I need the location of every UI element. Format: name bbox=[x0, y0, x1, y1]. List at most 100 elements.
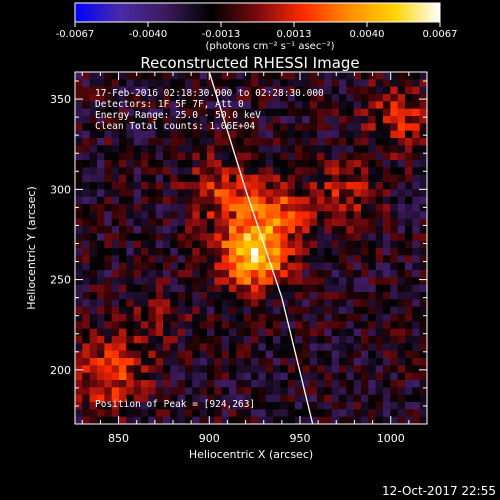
heatmap-cell bbox=[163, 123, 171, 132]
heatmap-cell bbox=[177, 284, 186, 293]
heatmap-cell bbox=[126, 394, 135, 403]
heatmap-cell bbox=[280, 336, 289, 344]
heatmap-cell bbox=[331, 204, 340, 212]
heatmap-cell bbox=[229, 262, 237, 271]
heatmap-cell bbox=[221, 72, 230, 80]
heatmap-cell bbox=[185, 174, 193, 183]
heatmap-cell bbox=[192, 130, 201, 139]
heatmap-cell bbox=[324, 101, 333, 110]
heatmap-cell bbox=[419, 174, 427, 183]
heatmap-cell bbox=[236, 86, 245, 95]
heatmap-cell bbox=[104, 314, 113, 322]
heatmap-cell bbox=[177, 262, 186, 271]
heatmap-cell bbox=[111, 255, 120, 264]
heatmap-cell bbox=[148, 94, 157, 102]
heatmap-cell bbox=[155, 101, 164, 110]
heatmap-cell bbox=[177, 365, 186, 374]
heatmap-cell bbox=[273, 409, 281, 418]
heatmap-cell bbox=[163, 394, 171, 403]
heatmap-cell bbox=[170, 86, 179, 95]
heatmap-cell bbox=[119, 233, 127, 242]
heatmap-cell bbox=[419, 328, 427, 337]
heatmap-cell bbox=[163, 116, 171, 124]
heatmap-cell bbox=[295, 211, 303, 220]
heatmap-cell bbox=[229, 86, 237, 95]
heatmap-cell bbox=[287, 167, 296, 176]
heatmap-cell bbox=[309, 314, 318, 322]
heatmap-cell bbox=[192, 116, 201, 124]
heatmap-cell bbox=[375, 270, 384, 278]
heatmap-cell bbox=[405, 328, 413, 337]
heatmap-cell bbox=[221, 306, 230, 315]
heatmap-cell bbox=[89, 196, 98, 205]
heatmap-cell bbox=[192, 292, 201, 300]
heatmap-cell bbox=[331, 416, 340, 424]
heatmap-cell bbox=[258, 167, 267, 176]
heatmap-cell bbox=[199, 409, 208, 418]
heatmap-cell bbox=[104, 167, 113, 176]
heatmap-cell bbox=[192, 372, 201, 381]
heatmap-cell bbox=[185, 409, 193, 418]
heatmap-cell bbox=[177, 211, 186, 220]
heatmap-cell bbox=[75, 306, 83, 315]
heatmap-cell bbox=[405, 130, 413, 139]
heatmap-cell bbox=[331, 123, 340, 132]
heatmap-cell bbox=[317, 284, 325, 293]
heatmap-cell bbox=[207, 233, 215, 242]
heatmap-cell bbox=[104, 138, 113, 146]
heatmap-cell bbox=[258, 196, 267, 205]
heatmap-cell bbox=[287, 211, 296, 220]
heatmap-cell bbox=[258, 86, 267, 95]
heatmap-cell bbox=[97, 101, 105, 110]
heatmap-cell bbox=[302, 402, 311, 410]
heatmap-cell bbox=[361, 182, 369, 190]
heatmap-cell bbox=[390, 94, 399, 102]
heatmap-cell bbox=[361, 350, 369, 359]
heatmap-cell bbox=[295, 79, 303, 88]
heatmap-cell bbox=[383, 182, 391, 190]
heatmap-cell bbox=[119, 402, 127, 410]
heatmap-cell bbox=[309, 116, 318, 124]
heatmap-cell bbox=[199, 277, 208, 286]
heatmap-cell bbox=[302, 255, 311, 264]
heatmap-cell bbox=[126, 174, 135, 183]
heatmap-cell bbox=[104, 409, 113, 418]
heatmap-cell bbox=[258, 358, 267, 366]
heatmap-cell bbox=[309, 138, 318, 146]
heatmap-cell bbox=[331, 152, 340, 161]
heatmap-cell bbox=[97, 358, 105, 366]
heatmap-cell bbox=[397, 233, 406, 242]
heatmap-cell bbox=[214, 336, 223, 344]
heatmap-cell bbox=[185, 380, 193, 388]
heatmap-cell bbox=[111, 101, 120, 110]
heatmap-cell bbox=[339, 226, 347, 234]
heatmap-cell bbox=[97, 387, 105, 396]
heatmap-cell bbox=[177, 123, 186, 132]
heatmap-cell bbox=[133, 416, 142, 424]
heatmap-cell bbox=[302, 138, 311, 146]
heatmap-cell bbox=[243, 350, 252, 359]
heatmap-cell bbox=[170, 116, 179, 124]
heatmap-cell bbox=[353, 94, 362, 102]
heatmap-cell bbox=[375, 416, 384, 424]
heatmap-cell bbox=[126, 204, 135, 212]
heatmap-cell bbox=[390, 365, 399, 374]
heatmap-cell bbox=[163, 306, 171, 315]
heatmap-cell bbox=[155, 123, 164, 132]
colorbar-ticks: -0.0067 -0.0040 -0.0013 0.0013 0.0040 0.0067 bbox=[56, 22, 458, 40]
heatmap-cell bbox=[141, 416, 149, 424]
heatmap-cell bbox=[177, 189, 186, 198]
heatmap-cell bbox=[412, 174, 421, 183]
heatmap-cell bbox=[126, 306, 135, 315]
heatmap-cell bbox=[317, 160, 325, 168]
heatmap-cell bbox=[361, 94, 369, 102]
heatmap-cell bbox=[361, 299, 369, 308]
heatmap-cell bbox=[324, 306, 333, 315]
heatmap-cell bbox=[368, 402, 377, 410]
heatmap-cell bbox=[353, 387, 362, 396]
heatmap-cell bbox=[397, 182, 406, 190]
heatmap-cell bbox=[309, 328, 318, 337]
heatmap-cell bbox=[133, 284, 142, 293]
heatmap-cell bbox=[192, 336, 201, 344]
